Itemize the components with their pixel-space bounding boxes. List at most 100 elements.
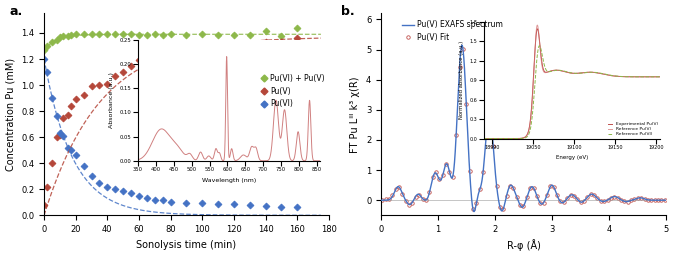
- Pu(VI): [59, 134, 67, 137]
- Pu(VI) + Pu(V): [166, 33, 175, 36]
- Pu(VI) + Pu(V): [96, 33, 104, 36]
- Pu(VI) + Pu(V): [158, 33, 166, 36]
- Pu(V) EXAFS spectrum: [377, 199, 385, 202]
- Pu(V) EXAFS spectrum: [662, 199, 670, 202]
- Pu(VI): [53, 115, 61, 118]
- Pu(VI) + Pu(V): [103, 33, 111, 36]
- Pu(VI) + Pu(V): [143, 33, 151, 36]
- Pu(V): [111, 75, 119, 78]
- Pu(VI): [56, 132, 64, 135]
- X-axis label: R-φ (Å): R-φ (Å): [507, 240, 541, 251]
- Pu(V) Fit: [479, 170, 487, 173]
- Pu(VI) + Pu(V): [53, 38, 61, 41]
- Legend: Pu(VI) + Pu(V), Pu(V), Pu(VI): Pu(VI) + Pu(V), Pu(V), Pu(VI): [262, 74, 325, 108]
- Pu(V): [71, 98, 80, 101]
- Pu(V): [53, 136, 61, 139]
- Pu(V): [183, 46, 191, 49]
- Pu(V) EXAFS spectrum: [623, 200, 631, 203]
- Pu(V) Fit: [469, 207, 477, 210]
- Pu(V): [96, 84, 104, 87]
- Text: b.: b.: [341, 5, 355, 19]
- Y-axis label: Concentration Pu (mM): Concentration Pu (mM): [5, 58, 16, 171]
- Pu(V): [230, 44, 238, 48]
- Pu(VI): [245, 204, 253, 207]
- Pu(VI) + Pu(V): [277, 35, 285, 38]
- Pu(VI) + Pu(V): [183, 33, 191, 36]
- Text: a.: a.: [10, 5, 23, 19]
- Pu(VI) + Pu(V): [40, 48, 48, 51]
- Pu(VI) + Pu(V): [127, 33, 135, 36]
- Pu(V): [214, 46, 222, 49]
- Pu(VI): [96, 181, 104, 184]
- Pu(V) EXAFS spectrum: [594, 197, 602, 200]
- Pu(VI): [158, 199, 166, 202]
- Pu(VI) + Pu(V): [88, 33, 96, 36]
- Line: Pu(V) EXAFS spectrum: Pu(V) EXAFS spectrum: [381, 45, 666, 212]
- Pu(VI): [111, 188, 119, 191]
- X-axis label: Sonolysis time (min): Sonolysis time (min): [136, 240, 237, 250]
- Pu(VI) + Pu(V): [214, 33, 222, 36]
- Pu(V): [67, 104, 75, 107]
- Pu(VI) + Pu(V): [293, 26, 301, 29]
- Pu(VI): [88, 175, 96, 178]
- Pu(V): [103, 82, 111, 85]
- Pu(V): [198, 48, 206, 51]
- Pu(VI) + Pu(V): [151, 33, 159, 36]
- Pu(VI) + Pu(V): [111, 33, 119, 36]
- Pu(V): [166, 47, 175, 50]
- Pu(V) Fit: [466, 169, 474, 172]
- Pu(VI) + Pu(V): [135, 33, 143, 36]
- Pu(VI) + Pu(V): [56, 35, 64, 39]
- Pu(V): [158, 50, 166, 53]
- Pu(V) Fit: [378, 198, 386, 201]
- Pu(V) EXAFS spectrum: [559, 201, 568, 204]
- Pu(V): [56, 133, 64, 136]
- Pu(VI): [71, 154, 80, 157]
- Pu(VI) + Pu(V): [262, 30, 270, 33]
- Pu(V): [48, 162, 56, 165]
- Pu(V) Fit: [526, 187, 534, 190]
- Pu(V): [293, 37, 301, 40]
- Pu(VI) + Pu(V): [198, 33, 206, 36]
- Pu(V): [43, 185, 51, 188]
- Pu(V) Fit: [425, 191, 433, 194]
- Pu(V) EXAFS spectrum: [470, 210, 478, 213]
- Pu(V): [245, 47, 253, 50]
- Pu(V): [151, 54, 159, 57]
- Pu(V): [143, 56, 151, 59]
- Pu(VI): [64, 146, 72, 149]
- Pu(VI): [103, 185, 111, 188]
- Pu(V): [40, 203, 48, 206]
- Pu(VI): [166, 200, 175, 203]
- Pu(V): [80, 94, 88, 97]
- Pu(VI): [143, 196, 151, 199]
- Pu(V) Fit: [499, 208, 508, 211]
- Pu(VI) + Pu(V): [230, 33, 238, 36]
- Pu(VI) + Pu(V): [71, 33, 80, 36]
- Pu(VI): [119, 190, 127, 193]
- Line: Pu(V) Fit: Pu(V) Fit: [381, 47, 667, 211]
- Pu(VI): [151, 198, 159, 201]
- Legend: Pu(V) EXAFS spectrum, Pu(V) Fit: Pu(V) EXAFS spectrum, Pu(V) Fit: [399, 17, 506, 45]
- Pu(V): [127, 64, 135, 67]
- Pu(VI): [198, 201, 206, 204]
- Pu(VI): [135, 195, 143, 198]
- Pu(VI) + Pu(V): [43, 44, 51, 48]
- Pu(VI) + Pu(V): [67, 33, 75, 36]
- Y-axis label: FT Pu Lᴵᴵᴵ k³ χ(R): FT Pu Lᴵᴵᴵ k³ χ(R): [350, 76, 361, 153]
- Pu(VI) + Pu(V): [59, 35, 67, 38]
- Pu(V): [135, 59, 143, 62]
- Pu(VI) + Pu(V): [119, 33, 127, 36]
- Pu(VI): [80, 164, 88, 167]
- Pu(V): [59, 116, 67, 119]
- Pu(VI): [262, 205, 270, 208]
- Pu(V): [277, 41, 285, 44]
- Pu(VI): [67, 149, 75, 152]
- Pu(V) Fit: [459, 48, 467, 51]
- Pu(V) EXAFS spectrum: [543, 193, 551, 196]
- Line: Pu(VI): Pu(VI): [42, 57, 300, 209]
- Pu(V) EXAFS spectrum: [394, 185, 402, 188]
- Pu(V): [262, 41, 270, 44]
- Pu(VI): [230, 203, 238, 206]
- Pu(V): [119, 70, 127, 74]
